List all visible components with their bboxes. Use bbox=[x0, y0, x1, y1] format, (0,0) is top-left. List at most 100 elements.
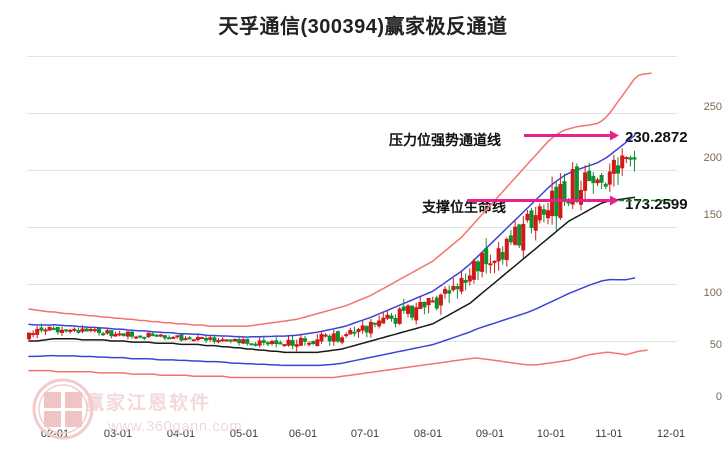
candle-body bbox=[319, 334, 324, 342]
candle-body bbox=[39, 327, 44, 331]
candle-body bbox=[43, 329, 48, 332]
candle-body bbox=[195, 336, 200, 340]
candle-body bbox=[496, 248, 501, 262]
annotation-value-pressure: 230.2872 bbox=[625, 129, 688, 146]
candle-body bbox=[64, 329, 69, 332]
candle-body bbox=[480, 252, 485, 272]
band-upper-inner bbox=[28, 134, 636, 338]
candle-body bbox=[76, 329, 81, 333]
candle-body bbox=[265, 342, 270, 345]
candle-body bbox=[434, 297, 439, 309]
candle-body bbox=[484, 248, 489, 265]
candle-body bbox=[442, 288, 447, 294]
y-tick-200: 200 bbox=[703, 152, 722, 164]
candle-body bbox=[438, 294, 443, 306]
candle-body bbox=[154, 334, 159, 337]
candle-body bbox=[130, 331, 135, 337]
candle-body bbox=[471, 260, 476, 280]
x-tick-09-01: 09-01 bbox=[475, 428, 505, 440]
candle-body bbox=[232, 338, 237, 342]
candle-body bbox=[529, 210, 534, 228]
candle-body bbox=[179, 334, 184, 341]
candle-body bbox=[237, 339, 242, 344]
y-tick-250: 250 bbox=[703, 101, 722, 113]
candle-body bbox=[113, 333, 118, 337]
candle-body bbox=[368, 321, 373, 334]
x-tick-07-01: 07-01 bbox=[350, 428, 380, 440]
candle-body bbox=[47, 326, 52, 331]
candle-body bbox=[31, 333, 36, 336]
candle-body bbox=[348, 329, 353, 335]
candle-body bbox=[307, 342, 312, 345]
candle-body bbox=[158, 334, 163, 337]
candle-body bbox=[344, 334, 349, 337]
band-lower-outer bbox=[28, 349, 648, 379]
candle-body bbox=[574, 166, 579, 202]
candle-body bbox=[142, 336, 147, 339]
candle-body bbox=[274, 340, 279, 345]
candle-body bbox=[191, 339, 196, 342]
candle-body bbox=[385, 314, 390, 319]
candle-body bbox=[492, 260, 497, 264]
candle-body bbox=[475, 261, 480, 272]
candle-body bbox=[508, 235, 513, 243]
candle-body bbox=[175, 335, 180, 338]
candle-body bbox=[35, 328, 40, 335]
candle-body bbox=[302, 338, 307, 342]
candle-body bbox=[414, 307, 419, 321]
candle-body bbox=[162, 335, 167, 339]
candle-body bbox=[109, 330, 114, 337]
x-tick-08-01: 08-01 bbox=[413, 428, 443, 440]
candle-body bbox=[455, 286, 460, 290]
candle-body bbox=[121, 333, 126, 337]
candle-body bbox=[92, 329, 97, 332]
candle-body bbox=[257, 340, 262, 346]
mid-line bbox=[28, 196, 636, 354]
candle-body bbox=[372, 322, 377, 325]
y-tick-150: 150 bbox=[703, 209, 722, 221]
candle-body bbox=[525, 213, 530, 221]
candle-body bbox=[570, 169, 575, 205]
candle-body bbox=[335, 331, 340, 342]
candle-body bbox=[27, 332, 32, 340]
candle-body bbox=[389, 315, 394, 319]
candle-body bbox=[583, 172, 588, 191]
candle-body bbox=[117, 333, 122, 336]
candle-body bbox=[167, 337, 172, 340]
candle-body bbox=[80, 328, 85, 332]
candle-body bbox=[521, 223, 526, 251]
candle-body bbox=[269, 340, 274, 344]
band-lower-inner bbox=[28, 277, 636, 367]
candle-body bbox=[628, 157, 633, 160]
candle-body bbox=[278, 342, 283, 345]
candle-body bbox=[294, 344, 299, 347]
candle-body bbox=[208, 337, 213, 340]
y-tick-50: 50 bbox=[709, 339, 722, 351]
y-tick-0: 0 bbox=[715, 391, 722, 403]
candle-body bbox=[216, 340, 221, 343]
candle-body bbox=[241, 339, 246, 344]
x-tick-02-01: 02-01 bbox=[40, 428, 70, 440]
candle-body bbox=[599, 175, 604, 183]
arrow-pressure-head bbox=[610, 130, 619, 141]
candle-body bbox=[595, 179, 600, 184]
candle-body bbox=[377, 320, 382, 327]
candle-body bbox=[459, 277, 464, 292]
candle-body bbox=[101, 333, 106, 336]
candle-body bbox=[537, 206, 542, 221]
candle-body bbox=[624, 157, 629, 160]
candle-body bbox=[418, 301, 423, 310]
candle-body bbox=[51, 327, 56, 330]
y-tick-100: 100 bbox=[703, 287, 722, 299]
candle-body bbox=[603, 183, 608, 187]
candle-body bbox=[410, 305, 415, 318]
candle-body bbox=[282, 344, 287, 347]
candle-body bbox=[513, 226, 518, 245]
x-tick-06-01: 06-01 bbox=[288, 428, 318, 440]
candle-body bbox=[632, 157, 637, 160]
candle-body bbox=[426, 297, 431, 306]
candle-body bbox=[171, 336, 176, 339]
candle-body bbox=[245, 338, 250, 344]
candle-body bbox=[533, 215, 538, 231]
